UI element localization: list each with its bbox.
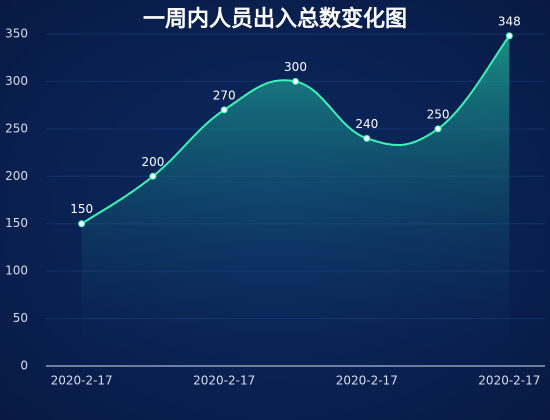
y-tick-label: 150 bbox=[5, 216, 28, 230]
data-label: 240 bbox=[355, 117, 378, 131]
point bbox=[78, 220, 86, 228]
data-label: 270 bbox=[213, 88, 236, 102]
y-tick-label: 50 bbox=[13, 311, 28, 325]
x-tick-label: 2020-2-17 bbox=[193, 374, 255, 388]
y-tick-label: 200 bbox=[5, 169, 28, 183]
y-tick-label: 0 bbox=[20, 359, 28, 373]
point bbox=[505, 32, 513, 40]
x-tick-label: 2020-2-17 bbox=[336, 374, 398, 388]
point bbox=[434, 125, 442, 133]
y-tick-label: 100 bbox=[5, 264, 28, 278]
point bbox=[149, 172, 157, 180]
x-tick-label: 2020-2-17 bbox=[51, 374, 113, 388]
y-tick-label: 300 bbox=[5, 74, 28, 88]
area bbox=[81, 35, 510, 366]
data-label: 150 bbox=[70, 202, 93, 216]
point bbox=[292, 77, 299, 85]
x-tick-label: 2020-2-17 bbox=[478, 374, 540, 388]
point bbox=[363, 134, 371, 142]
y-tick-label: 250 bbox=[5, 121, 28, 135]
data-label: 250 bbox=[427, 107, 450, 121]
y-tick-label: 350 bbox=[5, 27, 28, 41]
chart-title: 一周内人员出入总数变化图 bbox=[143, 6, 407, 32]
data-label: 300 bbox=[284, 60, 307, 74]
point bbox=[220, 106, 228, 114]
data-label: 200 bbox=[141, 155, 164, 169]
data-label: 348 bbox=[498, 14, 521, 28]
